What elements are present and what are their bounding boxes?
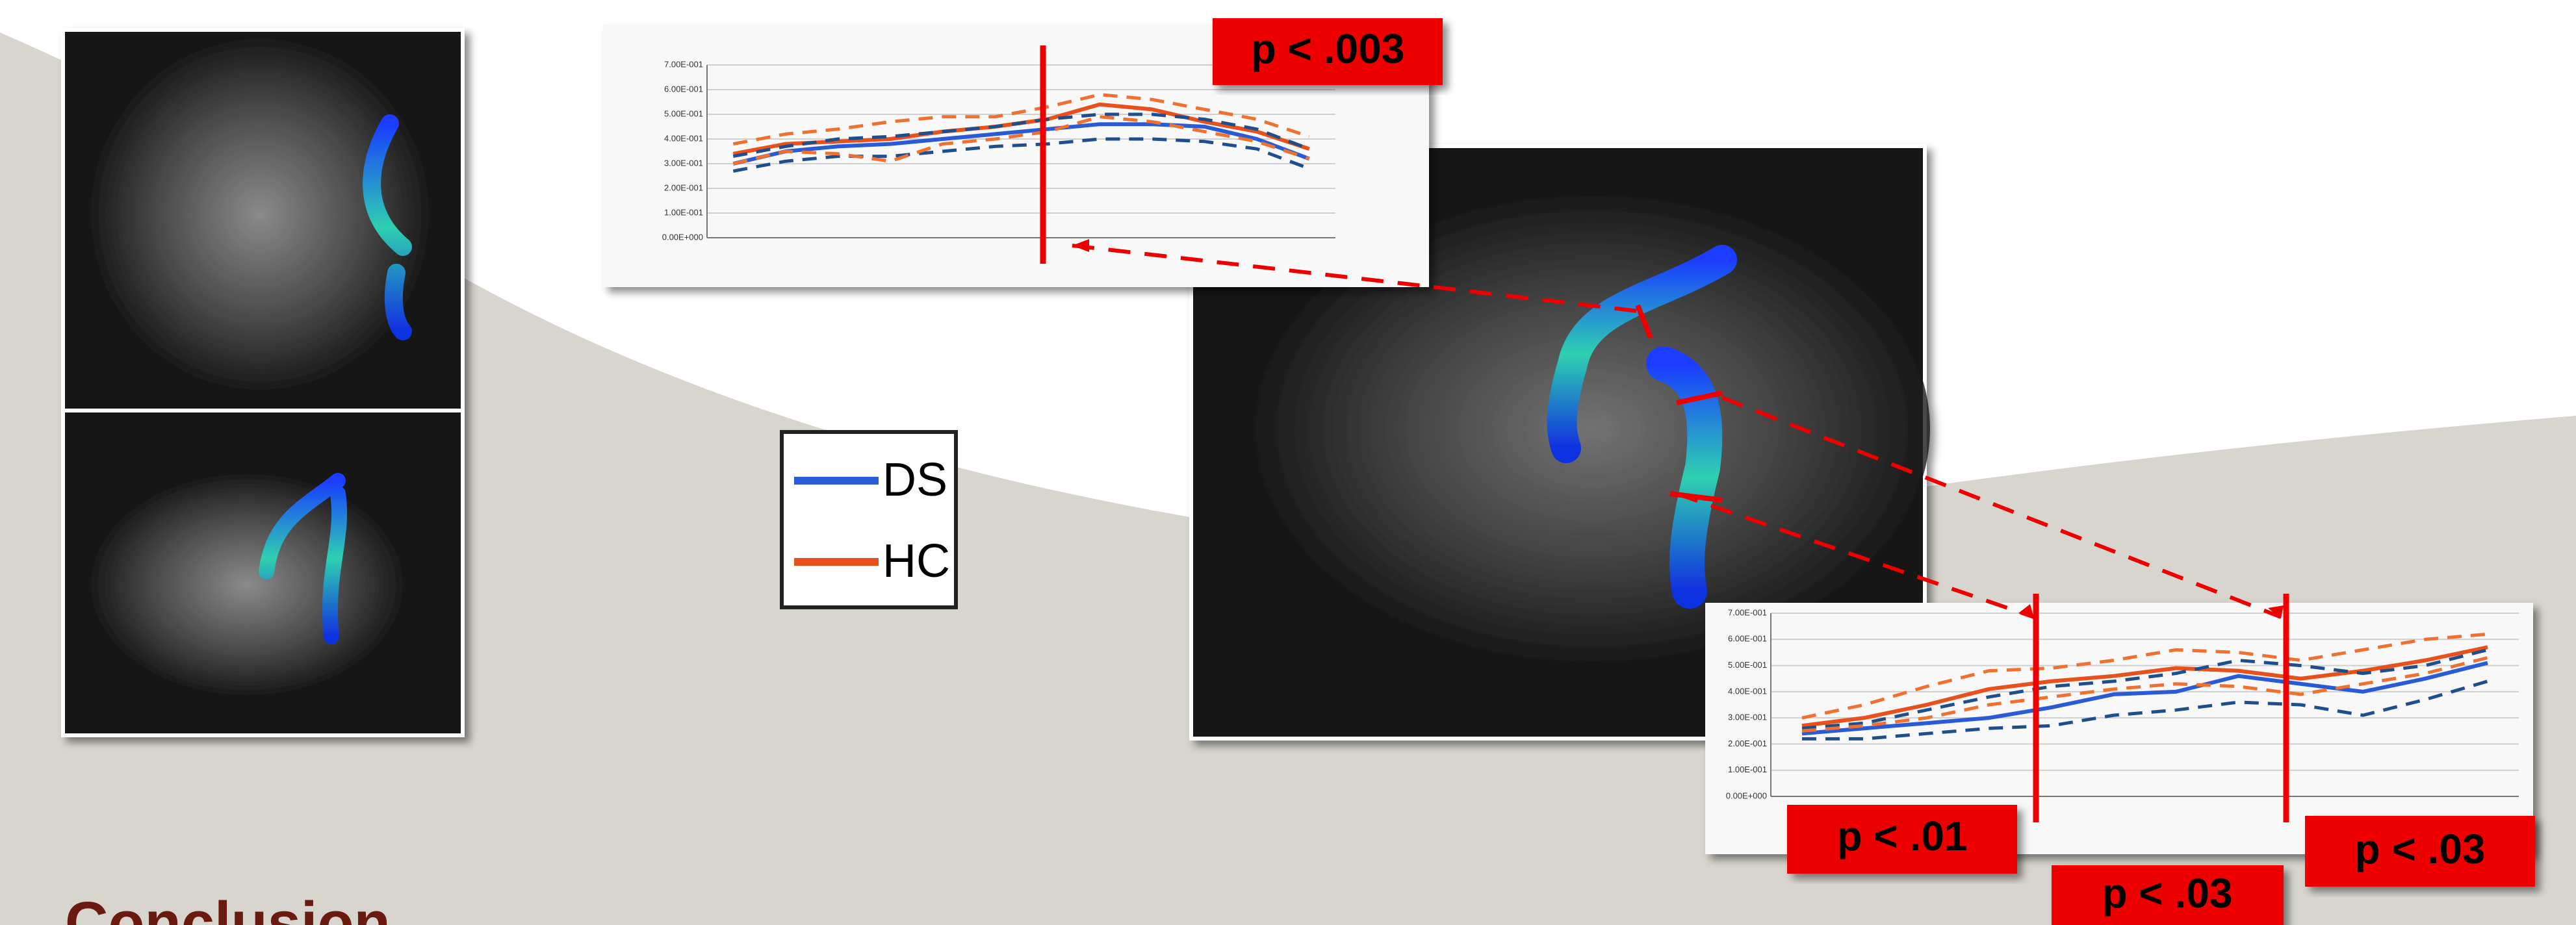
- y-tick-label: 7.00E-001: [664, 59, 703, 69]
- page: {"slide": {"heading": "Conclusion", "p_l…: [0, 0, 2576, 925]
- p-label: p < .003: [1251, 25, 1405, 72]
- slide: 0.00E+000 1.00E-001 2.00E-001 3.00E-001 4.00…: [0, 0, 2576, 925]
- y-tick-label: 0.00E+000: [662, 232, 703, 242]
- y-tick-label: 2.00E-001: [1728, 739, 1767, 748]
- heading: Conclusion: [65, 890, 391, 925]
- y-tick-label: 5.00E-001: [664, 108, 703, 118]
- legend-label: DS: [882, 454, 947, 506]
- p-label: p < .03: [2355, 826, 2486, 872]
- y-tick-label: 3.00E-001: [664, 158, 703, 168]
- y-tick-label: 3.00E-001: [1728, 713, 1767, 722]
- y-tick-label: 4.00E-001: [664, 133, 703, 143]
- y-tick-label: 6.00E-001: [1728, 634, 1767, 644]
- y-tick-label: 5.00E-001: [1728, 660, 1767, 670]
- y-tick-label: 1.00E-001: [1728, 765, 1767, 774]
- y-tick-label: 7.00E-001: [1728, 607, 1767, 617]
- brain-panel-left: [61, 28, 465, 737]
- y-tick-label: 4.00E-001: [1728, 686, 1767, 696]
- y-tick-label: 6.00E-001: [664, 84, 703, 94]
- p-label: p < .01: [1837, 813, 1968, 859]
- legend-label: HC: [882, 535, 950, 587]
- p-label: p < .03: [2102, 870, 2233, 917]
- legend: DS HC: [782, 432, 956, 607]
- y-tick-label: 0.00E+000: [1726, 791, 1767, 800]
- y-tick-label: 2.00E-001: [664, 183, 703, 192]
- y-tick-label: 1.00E-001: [664, 207, 703, 217]
